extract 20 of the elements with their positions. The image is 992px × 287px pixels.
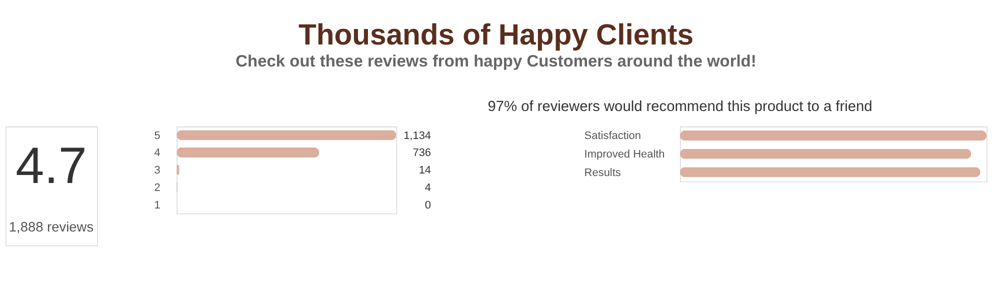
data-label: 0	[424, 199, 432, 212]
y-tick-label: 3	[154, 164, 160, 177]
y-tick-label: 5	[154, 130, 160, 142]
data-label: 736	[412, 147, 432, 160]
y-tick-label: 1	[154, 199, 160, 212]
text: Thousands of Happy Clients	[298, 18, 694, 52]
text: 4.7	[16, 137, 87, 194]
text: Check out these reviews from happy Customers around the world!	[236, 52, 756, 70]
data-label: 1,134	[404, 130, 432, 142]
y-tick-label: 2	[154, 182, 160, 194]
y-tick-label: Results	[584, 166, 622, 179]
y-tick-label: 4	[154, 147, 160, 160]
bar	[176, 147, 320, 158]
y-tick-label: Improved Health	[584, 148, 665, 161]
text: 1,888 reviews	[8, 220, 94, 235]
data-label: 14	[418, 164, 432, 177]
bar	[176, 130, 396, 140]
chart-title: 97% of reviewers would recommend this product to a friend	[488, 98, 872, 115]
data-label: 4	[424, 182, 432, 194]
y-tick-label: Satisfaction	[584, 130, 642, 142]
